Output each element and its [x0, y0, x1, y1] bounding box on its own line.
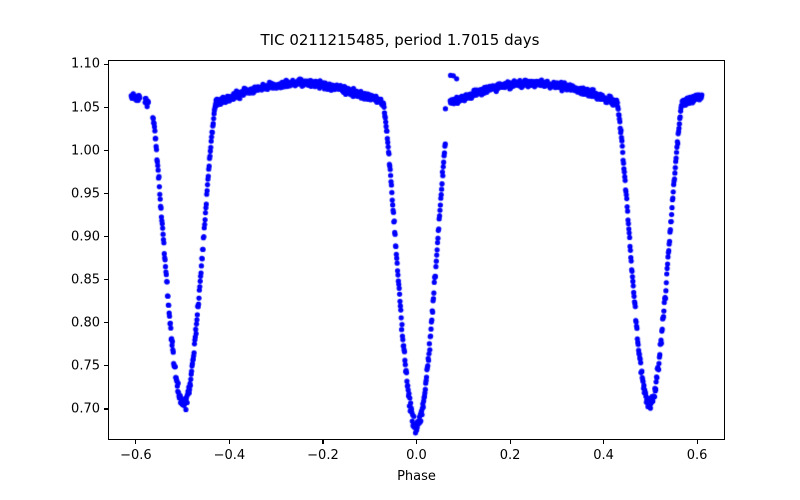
- y-tick-label: 0.75: [71, 358, 100, 374]
- y-tick-label: 0.80: [71, 315, 100, 331]
- page-title: TIC 0211215485, period 1.7015 days: [260, 31, 540, 49]
- x-tick-label: −0.2: [307, 448, 339, 463]
- x-tick-label: 0.4: [593, 448, 614, 463]
- x-axis-label: Phase: [397, 469, 436, 484]
- x-tick-mark: [509, 440, 511, 444]
- y-tick-label: 1.10: [71, 56, 100, 72]
- x-tick-mark: [135, 440, 137, 444]
- x-tick-mark: [228, 440, 230, 444]
- x-tick-label: 0.2: [499, 448, 521, 463]
- y-tick-label: 1.05: [71, 100, 100, 116]
- x-tick-mark: [416, 440, 418, 444]
- x-tick-label: 0.6: [686, 448, 708, 463]
- x-tick-mark: [696, 440, 698, 444]
- y-tick-label: 0.90: [71, 229, 100, 245]
- x-tick-label: −0.4: [213, 448, 246, 463]
- y-tick-label: 1.00: [71, 143, 100, 159]
- x-tick-label: 0.0: [406, 448, 427, 463]
- x-tick-mark: [322, 440, 324, 444]
- y-tick-label: 0.70: [71, 401, 100, 417]
- plot-axes-frame: [108, 60, 725, 440]
- x-tick-label: −0.6: [120, 448, 152, 463]
- scatter-data-layer: [109, 61, 724, 439]
- y-tick-label: 0.85: [71, 272, 100, 288]
- x-tick-mark: [603, 440, 605, 444]
- y-tick-label: 0.95: [71, 186, 100, 202]
